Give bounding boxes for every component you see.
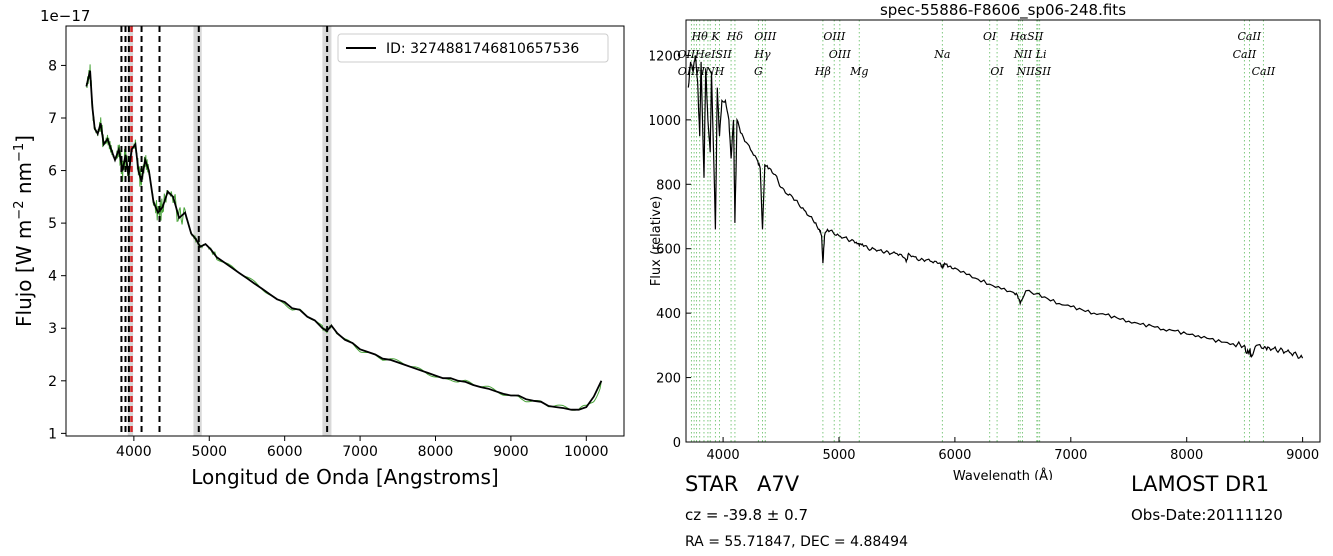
y-label-end: ] (12, 135, 36, 143)
y-label-mid: nm (12, 162, 36, 201)
survey-label: LAMOST DR1 (1131, 472, 1270, 496)
y-tick-label: 1200 (650, 49, 681, 64)
x-tick-label: 9000 (1286, 448, 1319, 463)
obs-date-label: Obs-Date:20111120 (1131, 506, 1283, 524)
y-axis-label: Flujo [W m−2 nm−1] (12, 135, 36, 327)
spectral-line-label: Hδ (726, 30, 744, 43)
y-tick-label: 200 (656, 372, 681, 387)
legend-label: ID: 3274881746810657536 (386, 41, 579, 57)
spectral-line-label: Na (933, 48, 950, 61)
x-axis-label: Wavelength (Å) (953, 468, 1053, 480)
spectral-line-label: HαSII (1009, 30, 1044, 43)
y-tick-label: 8 (48, 58, 57, 74)
x-tick-label: 10000 (564, 444, 609, 460)
plot-frame (65, 25, 625, 437)
cz-label: cz = -39.8 ± 0.7 (685, 506, 808, 524)
spectral-line-label: NII Li (1013, 48, 1047, 61)
smoothed-flux-line (85, 70, 603, 411)
shaded-band (193, 26, 202, 436)
x-tick-label: 7000 (342, 444, 378, 460)
spectral-line-label: OIII (823, 30, 846, 43)
star-subclass-label: A7V (757, 472, 800, 496)
x-tick-label: 5000 (822, 448, 855, 463)
spectral-line-label: Hθ (691, 30, 709, 43)
y-label-base: Flujo [W m (12, 220, 36, 327)
plot-frame (685, 19, 1321, 443)
spectral-line-label: OIIHNH (678, 65, 725, 78)
x-tick-label: 9000 (493, 444, 529, 460)
x-tick-label: 7000 (1054, 448, 1087, 463)
spectral-line-label: NIISII (1015, 65, 1051, 78)
spectral-line-label: CaII (1252, 65, 1276, 78)
x-tick-label: 8000 (1170, 448, 1203, 463)
y-tick-label: 400 (656, 307, 681, 322)
y-label-exp: −2 (12, 201, 27, 220)
spectral-line-label: OIII (754, 30, 777, 43)
spectral-line-label: Hβ (814, 65, 831, 78)
star-class-label: STAR (685, 472, 739, 496)
x-tick-label: 6000 (938, 448, 971, 463)
y-tick-label: 2 (48, 374, 57, 390)
y-tick-label: 6 (48, 164, 57, 180)
coordinates-label: RA = 55.71847, DEC = 4.88494 (685, 534, 908, 550)
y-tick-label: 1000 (650, 114, 681, 129)
x-tick-label: 4000 (707, 448, 740, 463)
spectral-line-label: Hγ (753, 48, 771, 61)
y-tick-label: 4 (48, 269, 57, 285)
spectral-line-label: G (754, 65, 763, 78)
x-tick-label: 6000 (267, 444, 303, 460)
y-tick-label: 600 (656, 243, 681, 258)
chart-title: spec-55886-F8606_sp06-248.fits (880, 1, 1126, 20)
spectral-line-label: OIII (829, 48, 852, 61)
spectral-line-label: K (710, 30, 720, 43)
x-axis-label: Longitud de Onda [Angstroms] (191, 465, 498, 489)
y-tick-label: 5 (48, 216, 57, 232)
y-tick-label: 1 (48, 426, 57, 442)
spectral-line-label: OI (983, 30, 997, 43)
legend-box (337, 33, 609, 63)
flux-line (687, 55, 1304, 360)
x-tick-label: 5000 (191, 444, 227, 460)
y-tick-label: 7 (48, 111, 57, 127)
y-tick-label: 3 (48, 321, 57, 337)
y-axis-label: Flux (relative) (650, 196, 664, 286)
spectral-line-label: OIIHeISII (677, 48, 732, 61)
right-spectrum-chart: 4000 5000 6000 7000 8000 9000 0 200 400 600 800 100… (650, 1, 1321, 480)
x-tick-label: 4000 (116, 444, 152, 460)
y-label-exp: −1 (12, 143, 27, 162)
raw-flux-line (85, 64, 602, 411)
spectral-line-label: Mg (849, 65, 868, 78)
y-tick-label: 800 (656, 178, 681, 193)
spectral-line-label: CaII (1233, 48, 1257, 61)
left-spectrum-chart: 4000 5000 6000 7000 8000 9000 10000 1 2 3 4 5 6 7 8 1e−… (12, 7, 625, 489)
spectral-line-label: OI (990, 65, 1004, 78)
y-offset-label: 1e−17 (40, 7, 90, 25)
spectral-line-label: CaII (1237, 30, 1261, 43)
y-tick-label: 0 (673, 436, 681, 451)
x-tick-label: 8000 (418, 444, 454, 460)
